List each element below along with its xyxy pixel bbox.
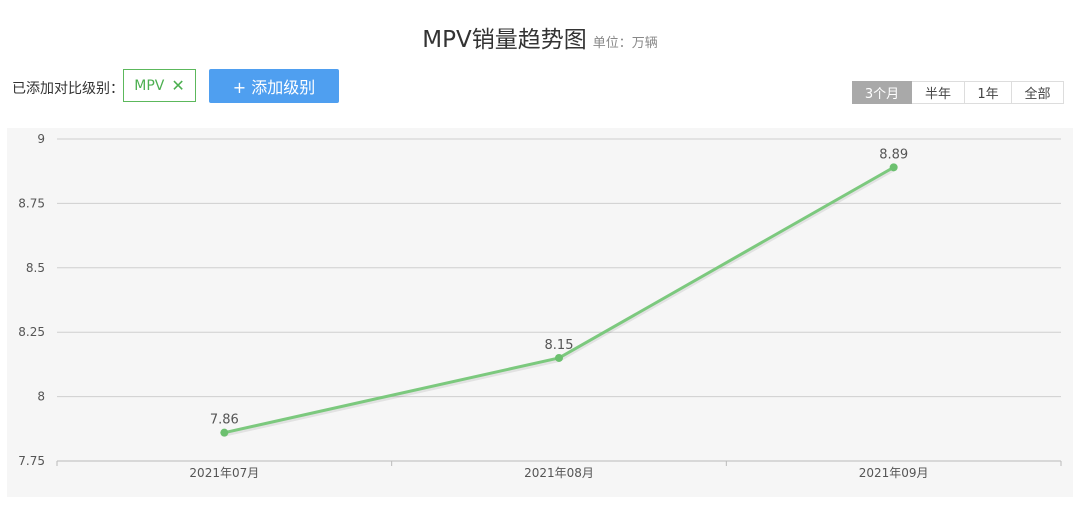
range-1-year[interactable]: 1年: [965, 81, 1012, 104]
chart-title: MPV销量趋势图: [422, 27, 587, 53]
chart-area: [7, 128, 1073, 497]
time-range-selector: 3个月 半年 1年 全部: [852, 81, 1064, 104]
range-half-year[interactable]: 半年: [912, 81, 965, 104]
range-3-months[interactable]: 3个月: [852, 81, 912, 104]
data-point[interactable]: [220, 428, 229, 437]
range-all[interactable]: 全部: [1012, 81, 1064, 104]
y-tick-label: 8: [37, 390, 45, 404]
series-line: [224, 166, 895, 435]
data-label: 8.15: [545, 338, 574, 353]
chart-header: MPV销量趋势图 单位：万辆: [0, 20, 1080, 54]
y-tick-label: 8.75: [18, 196, 45, 210]
data-point[interactable]: [555, 353, 563, 362]
data-label: 7.86: [210, 413, 239, 428]
series-line-shadow: [223, 167, 895, 437]
x-tick-label: 2021年09月: [859, 466, 929, 480]
x-tick-label: 2021年08月: [524, 466, 594, 480]
x-tick-label: 2021年07月: [189, 466, 259, 480]
close-icon[interactable]: ✕: [171, 75, 185, 95]
compare-label: 已添加对比级别：: [12, 81, 124, 97]
y-tick-label: 8.25: [18, 325, 45, 339]
y-tick-label: 8.5: [26, 261, 45, 275]
data-point[interactable]: [889, 163, 898, 172]
y-tick-label: 9: [37, 132, 45, 146]
compare-tag-label: MPV: [134, 77, 165, 94]
y-tick-label: 7.75: [18, 454, 45, 468]
chart-unit: 单位：万辆: [592, 36, 658, 51]
compare-tag-mpv: MPV ✕: [123, 69, 196, 102]
add-level-button[interactable]: + 添加级别: [209, 69, 339, 103]
data-label: 8.89: [879, 147, 908, 162]
